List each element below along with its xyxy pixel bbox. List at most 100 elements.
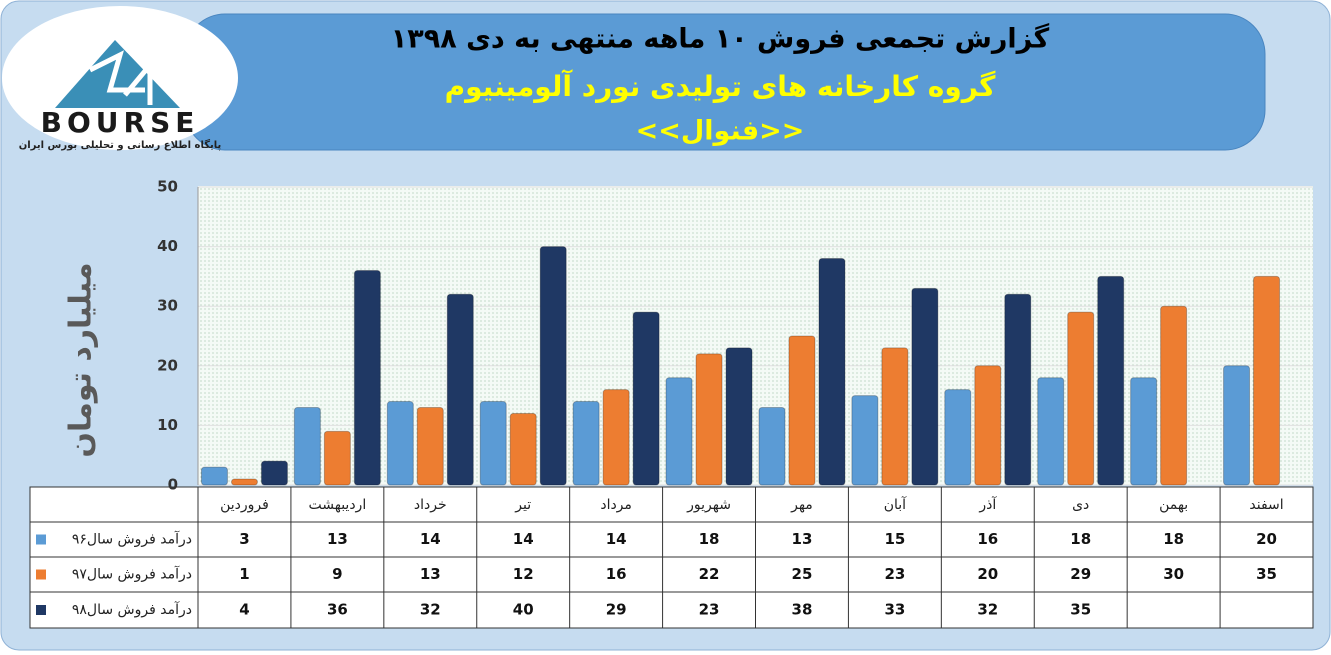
bar xyxy=(632,311,660,486)
y-tick-label: 30 xyxy=(157,297,178,315)
table-cell: 29 xyxy=(606,601,627,619)
bar xyxy=(230,478,258,486)
table-cell: 14 xyxy=(420,530,441,548)
bar xyxy=(416,407,444,486)
table-cell: 13 xyxy=(792,530,813,548)
table-cell: 40 xyxy=(513,601,534,619)
table-cell: 33 xyxy=(884,601,905,619)
table-cell: 12 xyxy=(513,565,534,583)
table-cell: 29 xyxy=(1070,565,1091,583)
y-tick-label: 20 xyxy=(157,356,178,374)
logo-tagline: پایگاه اطلاع رسانی و تحلیلی بورس ایران xyxy=(19,138,222,151)
x-tick-label: مرداد xyxy=(600,497,632,513)
y-axis-label: میلیارد تومان xyxy=(64,262,99,457)
y-tick-label: 0 xyxy=(168,476,178,494)
bar xyxy=(386,401,414,486)
table-cell: 18 xyxy=(1070,530,1091,548)
bar xyxy=(788,335,816,486)
table-cell: 35 xyxy=(1256,565,1277,583)
bar xyxy=(1004,293,1032,486)
bar xyxy=(665,377,693,486)
bar xyxy=(758,407,786,486)
table-cell: 20 xyxy=(1256,530,1277,548)
bar xyxy=(293,407,321,486)
bar xyxy=(695,353,723,486)
bar xyxy=(509,412,537,486)
x-tick-label: فروردین xyxy=(220,497,269,513)
x-tick-label: خرداد xyxy=(414,497,447,513)
table-cell: 36 xyxy=(327,601,348,619)
bar xyxy=(944,389,972,486)
bar xyxy=(851,395,879,486)
table-cell: 23 xyxy=(884,565,905,583)
table-cell: 22 xyxy=(699,565,720,583)
legend-label: درآمد فروش سال۹۸ xyxy=(72,601,192,618)
table-cell: 30 xyxy=(1163,565,1184,583)
plot-area xyxy=(198,186,1313,485)
table-cell: 14 xyxy=(513,530,534,548)
legend-label: درآمد فروش سال۹۷ xyxy=(72,566,192,583)
bar xyxy=(479,401,507,486)
logo-name: BOURSE xyxy=(41,106,200,139)
chart-title: گزارش تجمعی فروش ۱۰ ماهه منتهی به دی ۱۳۹… xyxy=(391,23,1050,55)
bar xyxy=(1067,311,1095,486)
table-cell: 9 xyxy=(332,565,342,583)
bar xyxy=(353,269,381,486)
table-cell: 25 xyxy=(792,565,813,583)
legend-swatch xyxy=(36,534,46,545)
table-cell: 32 xyxy=(420,601,441,619)
table-cell: 4 xyxy=(239,601,249,619)
legend-swatch xyxy=(36,569,46,580)
x-tick-label: تیر xyxy=(514,497,531,513)
table-cell: 16 xyxy=(606,565,627,583)
bar xyxy=(818,258,846,486)
x-tick-label: اسفند xyxy=(1249,497,1283,513)
x-tick-label: آبان xyxy=(884,496,907,513)
table-cell: 18 xyxy=(699,530,720,548)
table-cell: 1 xyxy=(239,565,249,583)
bar xyxy=(1223,365,1251,486)
table-cell: 35 xyxy=(1070,601,1091,619)
bar xyxy=(725,347,753,486)
table-cell: 3 xyxy=(239,530,249,548)
table-cell: 14 xyxy=(606,530,627,548)
y-tick-label: 10 xyxy=(157,416,178,434)
legend-label: درآمد فروش سال۹۶ xyxy=(72,531,192,548)
legend-swatch xyxy=(36,605,46,615)
bar xyxy=(974,365,1002,486)
table-cell: 15 xyxy=(884,530,905,548)
bar xyxy=(446,293,474,486)
table-cell: 18 xyxy=(1163,530,1184,548)
table-cell: 16 xyxy=(977,530,998,548)
bar xyxy=(1160,305,1188,486)
bar xyxy=(1097,275,1125,486)
chart-subtitle: گروه کارخانه های تولیدی نورد آلومینیوم xyxy=(445,69,997,103)
x-tick-label: بهمن xyxy=(1159,497,1188,513)
logo-mark xyxy=(88,50,153,105)
x-tick-label: شهریور xyxy=(686,497,731,513)
company-name: <<فنوال>> xyxy=(636,116,805,147)
x-tick-label: آذر xyxy=(978,496,997,513)
bar xyxy=(572,401,600,486)
x-tick-label: دی xyxy=(1072,497,1089,513)
table-cell: 20 xyxy=(977,565,998,583)
bar xyxy=(200,466,228,486)
x-tick-label: مهر xyxy=(790,497,813,513)
y-tick-label: 40 xyxy=(157,237,178,255)
bar xyxy=(1130,377,1158,486)
table-cell: 38 xyxy=(792,601,813,619)
bar xyxy=(323,430,351,486)
bar xyxy=(911,287,939,486)
table-cell: 13 xyxy=(420,565,441,583)
table-cell: 23 xyxy=(699,601,720,619)
x-tick-label: اردیبهشت xyxy=(309,497,367,513)
bar xyxy=(1253,275,1281,486)
table-cell: 32 xyxy=(977,601,998,619)
table-cell: 13 xyxy=(327,530,348,548)
bar xyxy=(539,246,567,486)
bar xyxy=(260,460,288,486)
y-tick-label: 50 xyxy=(157,178,178,196)
bar xyxy=(881,347,909,486)
bar xyxy=(1037,377,1065,486)
